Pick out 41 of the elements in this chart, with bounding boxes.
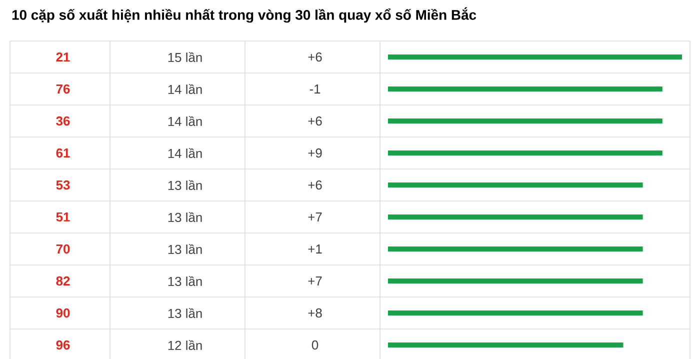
y-tick-label: 76 xyxy=(56,84,70,94)
y-tick-label: 51 xyxy=(56,212,70,222)
bar xyxy=(388,182,643,188)
y-tick-label: 90 xyxy=(56,308,70,318)
bar xyxy=(388,278,643,284)
data-label: 14 lần xyxy=(168,148,202,158)
text: +7 xyxy=(308,276,322,286)
data-label: 15 lần xyxy=(168,52,202,62)
y-tick-label: 53 xyxy=(56,180,70,190)
text: +7 xyxy=(308,212,322,222)
text: +9 xyxy=(308,148,322,158)
y-tick-label: 70 xyxy=(56,244,70,254)
text: +6 xyxy=(308,180,322,190)
data-label: 14 lần xyxy=(168,84,202,94)
bar xyxy=(388,118,662,124)
data-label: 13 lần xyxy=(168,244,202,254)
bar xyxy=(388,54,682,60)
bar xyxy=(388,86,662,92)
data-label: 14 lần xyxy=(168,116,202,126)
text: +6 xyxy=(308,116,322,126)
bar xyxy=(388,246,643,252)
y-tick-label: 36 xyxy=(56,116,70,126)
text: 0 xyxy=(312,340,318,350)
data-label: 12 lần xyxy=(168,340,202,350)
bar xyxy=(388,310,643,316)
data-label: 13 lần xyxy=(168,276,202,286)
text: +6 xyxy=(308,52,322,62)
text: +1 xyxy=(308,244,322,254)
bar xyxy=(388,342,624,348)
data-label: 13 lần xyxy=(168,212,202,222)
text: -1 xyxy=(310,84,320,94)
data-label: 13 lần xyxy=(168,180,202,190)
bar xyxy=(388,214,643,220)
data-label: 13 lần xyxy=(168,308,202,318)
y-tick-label: 61 xyxy=(56,148,70,158)
bar xyxy=(388,150,662,156)
y-tick-label: 96 xyxy=(56,340,70,350)
text: +8 xyxy=(308,308,322,318)
text: 10 cặp số xuất hiện nhiều nhất trong vòng 30 lần quay xổ số Miền Bắc xyxy=(12,7,476,23)
y-tick-label: 21 xyxy=(56,52,70,62)
y-tick-label: 82 xyxy=(56,276,70,286)
